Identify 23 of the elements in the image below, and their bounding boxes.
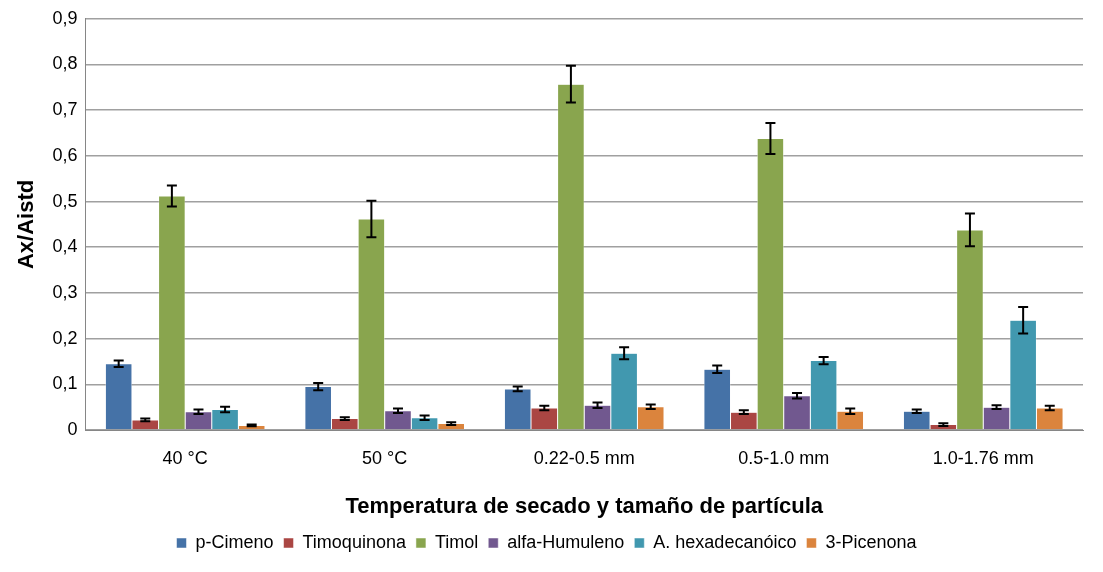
legend-label: A. hexadecanóico [653, 531, 797, 552]
x-tick-label: 0.22-0.5 mm [533, 447, 635, 468]
x-tick-label: 40 °C [162, 447, 208, 468]
y-tick-label: 0,6 [52, 144, 78, 165]
y-axis-title: Ax/Aistd [13, 179, 39, 270]
legend-label: p-Cimeno [195, 531, 274, 552]
x-tick-label: 0.5-1.0 mm [738, 447, 830, 468]
y-tick-label: 0,2 [52, 327, 78, 348]
y-tick-label: 0,4 [52, 236, 78, 257]
legend-label: 3-Picenona [825, 531, 918, 552]
x-tick-label: 1.0-1.76 mm [932, 447, 1034, 468]
y-tick-label: 0,3 [52, 281, 78, 302]
y-tick-label: 0,7 [52, 99, 78, 120]
x-tick-label: 50 °C [362, 447, 408, 468]
legend-label: Timol [434, 531, 479, 552]
legend-label: Timoquinona [302, 531, 407, 552]
y-tick-label: 0,9 [52, 7, 78, 28]
y-tick-label: 0,8 [52, 53, 78, 74]
x-axis-title: Temperatura de secado y tamaño de partícula [345, 492, 824, 518]
y-tick-label: 0,1 [52, 373, 78, 394]
legend-label: alfa-Humuleno [507, 531, 625, 552]
y-tick-label: 0,5 [52, 190, 78, 211]
y-tick-label: 0 [67, 418, 78, 439]
